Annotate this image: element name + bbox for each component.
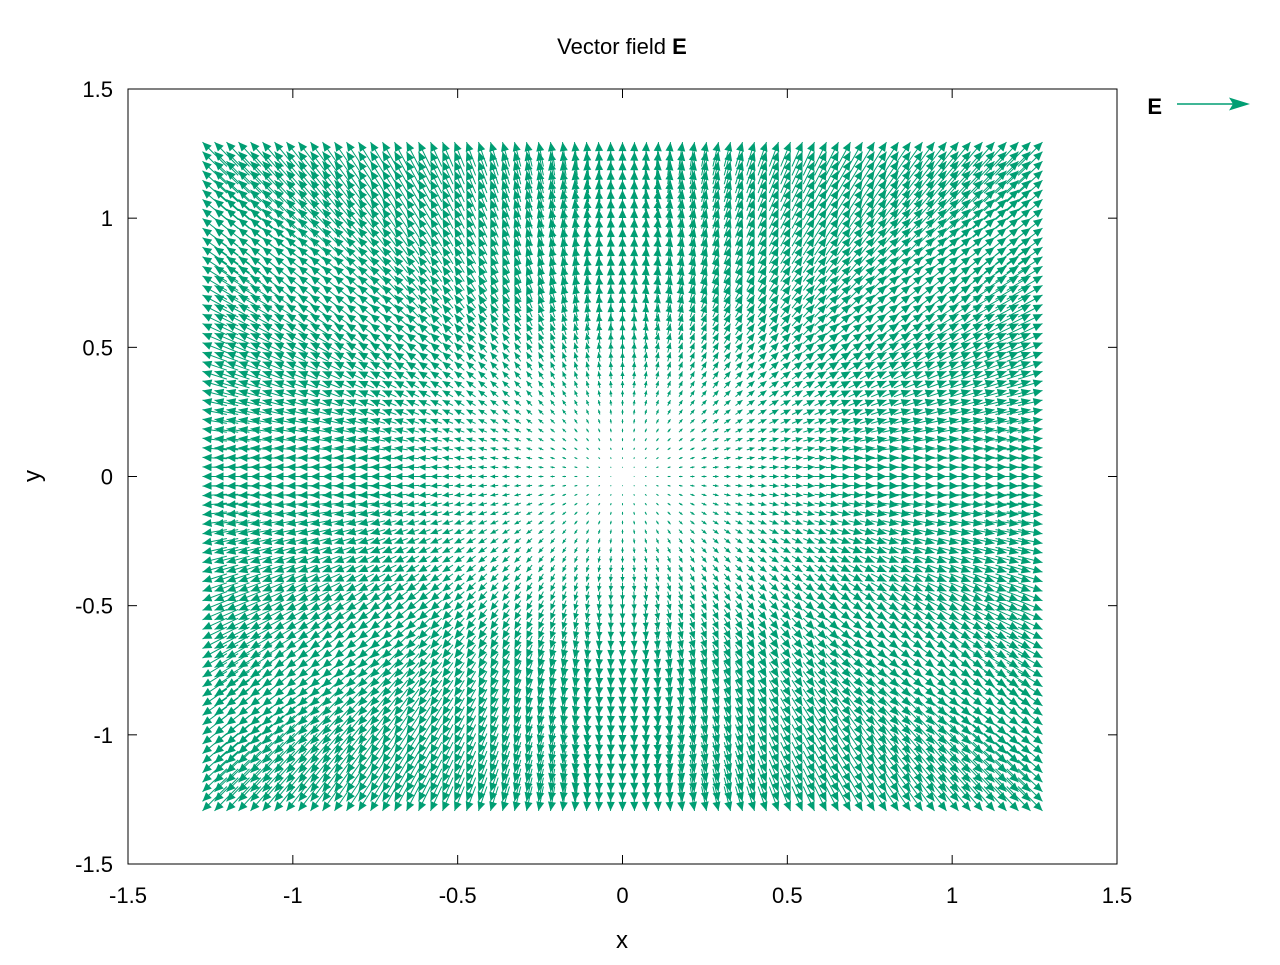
y-axis-label: y [19, 470, 46, 482]
x-tick-label: 1 [946, 883, 958, 908]
legend: E [1147, 94, 1250, 119]
y-tick-label: -1.5 [75, 852, 113, 877]
chart-title: Vector field E [557, 34, 687, 59]
chart-title-symbol: E [672, 34, 687, 59]
x-tick-label: 0 [616, 883, 628, 908]
x-tick-label: 0.5 [772, 883, 803, 908]
y-tick-label: 1.5 [82, 77, 113, 102]
x-tick-label: -1.5 [109, 883, 147, 908]
y-tick-label: 1 [101, 206, 113, 231]
legend-label-e: E [1147, 94, 1162, 119]
y-tick-label: -0.5 [75, 594, 113, 619]
y-tick-label: -1 [93, 723, 113, 748]
chart-title-prefix: Vector field [557, 34, 672, 59]
vector-field-arrows [202, 141, 1043, 812]
y-tick-label: 0 [101, 465, 113, 490]
vector-arrowheads [202, 142, 1043, 811]
x-tick-label: 1.5 [1102, 883, 1133, 908]
legend-arrowhead [1229, 97, 1250, 111]
x-tick-label: -0.5 [439, 883, 477, 908]
y-tick-label: 0.5 [82, 335, 113, 360]
x-tick-label: -1 [283, 883, 303, 908]
x-axis-label: x [616, 927, 628, 954]
axis-ticks: -1.5 -1 -0.5 0 0.5 1 1.5 -1.5 -1 -0.5 0 0.5 1 1.5 [75, 77, 1132, 908]
